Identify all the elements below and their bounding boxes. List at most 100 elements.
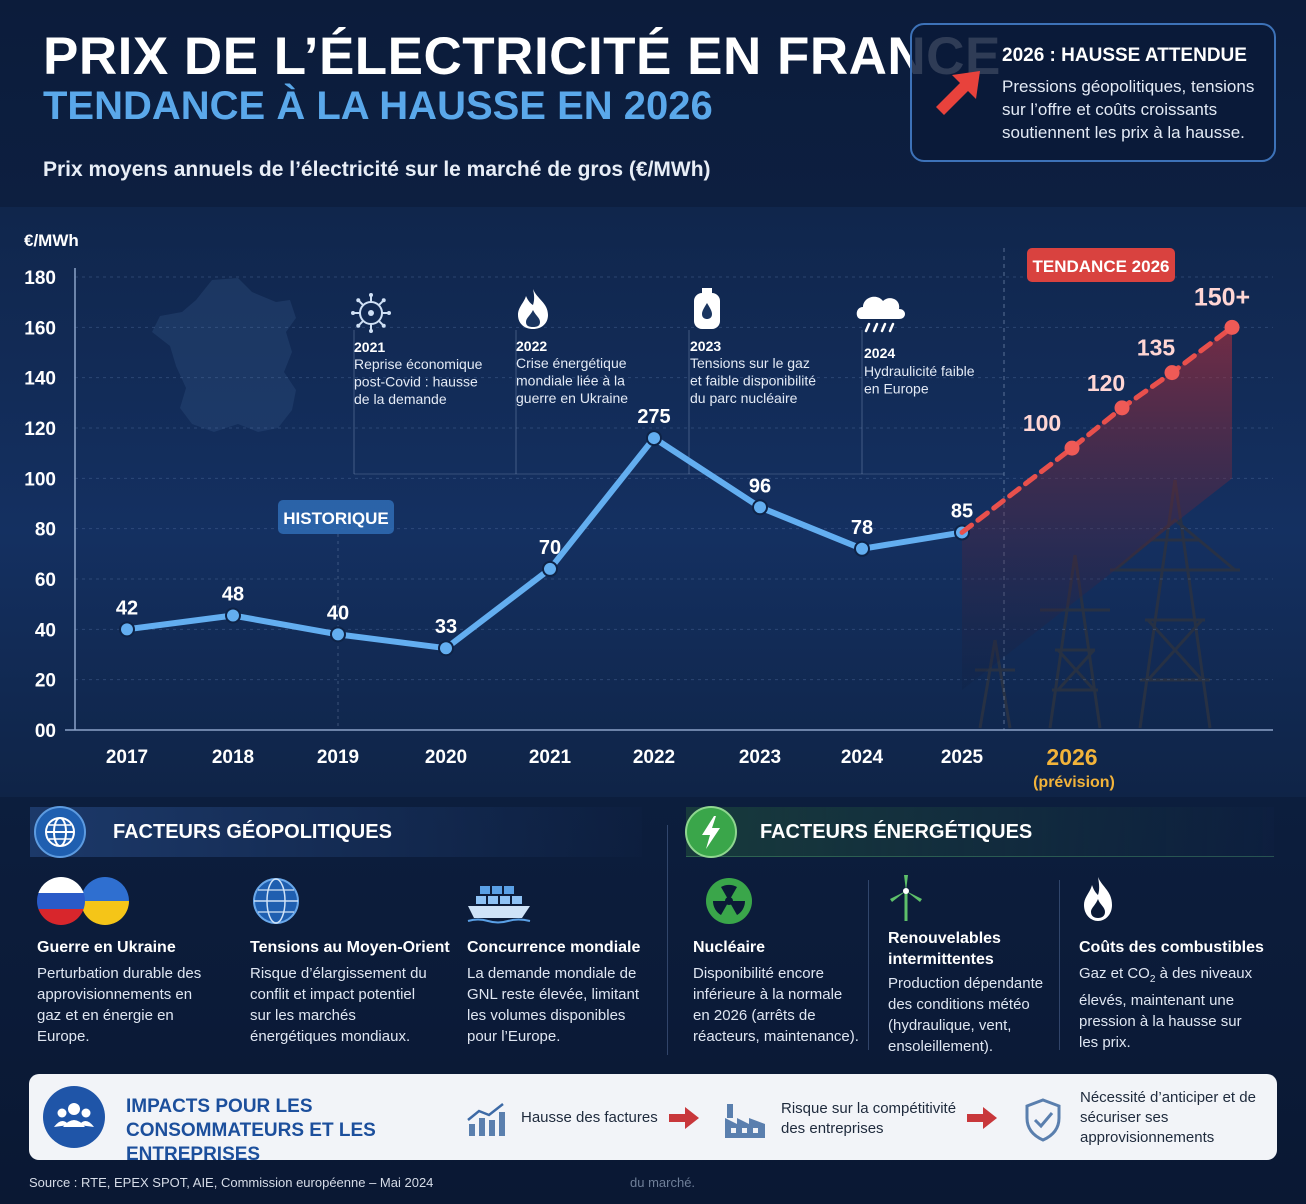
historical-point-2024	[854, 540, 870, 557]
x-tick-label-2026: 2026	[1046, 744, 1097, 770]
wind-turbine-icon	[890, 875, 922, 921]
factor-title-middle-east: Tensions au Moyen-Orient	[250, 939, 450, 956]
annotation-text: Hydraulicité faible	[864, 363, 975, 379]
historical-point-2017	[119, 621, 135, 638]
historique-badge: HISTORIQUE	[278, 500, 394, 534]
annotation-year: 2022	[516, 338, 547, 354]
factor-title-fuel-costs: Coûts des combustibles	[1079, 939, 1264, 956]
data-label-2023: 96	[749, 475, 771, 497]
globe-icon	[34, 806, 86, 858]
historical-point-2019	[330, 626, 346, 643]
lightning-icon	[685, 806, 737, 858]
data-label-2025: 85	[951, 500, 973, 522]
forecast-label: 100	[1023, 410, 1061, 436]
historical-point-2022	[646, 430, 662, 447]
data-label-2018: 48	[222, 583, 244, 605]
factor-text-ukraine: Perturbation durable des approvisionneme…	[37, 965, 202, 1045]
data-label-2020: 33	[435, 616, 457, 638]
energy-section-header	[686, 807, 1274, 857]
annotation-text: Tensions sur le gaz	[690, 355, 810, 371]
historical-point-2020	[438, 640, 454, 657]
forecast-point	[1164, 365, 1180, 381]
forecast-label: 135	[1137, 335, 1176, 361]
x-tick-label-2020: 2020	[425, 747, 467, 768]
annotation-year: 2024	[864, 345, 895, 361]
forecast-alert-box: 2026 : HAUSSE ATTENDUE Pressions géopoli…	[910, 23, 1276, 162]
flags-russia-ukraine-icon	[37, 877, 129, 925]
y-tick-label: 60	[35, 570, 56, 591]
impact-text-anticipate: Nécessité d’anticiper et de sécuriser se…	[1080, 1089, 1256, 1146]
forecast-note-label: (prévision)	[1033, 774, 1115, 791]
x-tick-label-2021: 2021	[529, 747, 572, 768]
factor-title-renewables: Renouvelables intermittentes	[888, 930, 1001, 968]
data-label-2024: 78	[851, 517, 873, 539]
arrow-right-icon	[967, 1107, 997, 1129]
forecast-point	[1064, 440, 1080, 456]
factor-text-middle-east: Risque d’élargissement du conflit et imp…	[250, 965, 427, 1045]
forecast-point	[1114, 400, 1130, 416]
nuclear-icon	[706, 878, 752, 924]
y-axis: 00 20 40 60 80 100 120 140 160 180 €/MWh	[24, 231, 79, 742]
chart-subtitle: Prix moyens annuels de l’électricité sur…	[43, 158, 711, 181]
shield-check-icon	[1025, 1098, 1061, 1142]
flame-icon	[1084, 877, 1112, 921]
data-label-2022: 275	[637, 406, 670, 428]
y-tick-label: 20	[35, 671, 56, 692]
data-label-2017: 42	[116, 597, 138, 619]
impacts-bar: IMPACTS POUR LES CONSOMMATEURS ET LES EN…	[29, 1074, 1277, 1165]
y-tick-label: 140	[24, 369, 56, 390]
source-note-faded: du marché.	[630, 1175, 696, 1190]
people-group-icon	[43, 1086, 105, 1148]
factor-divider-2	[1059, 880, 1060, 1050]
france-map-silhouette	[152, 278, 296, 432]
rain-cloud-icon	[856, 296, 905, 333]
impact-text-bills: Hausse des factures	[521, 1109, 658, 1126]
y-tick-label: 160	[24, 318, 56, 339]
section-divider	[667, 825, 668, 1055]
forecast-label: 120	[1087, 370, 1125, 396]
annotation-2024: 2024 Hydraulicité faible en Europe	[856, 296, 975, 397]
forecast-label: 150+	[1194, 283, 1250, 311]
source-note: Source : RTE, EPEX SPOT, AIE, Commission…	[29, 1175, 434, 1190]
annotation-text: post-Covid : hausse	[354, 374, 478, 390]
y-axis-unit-label: €/MWh	[24, 231, 79, 250]
arrow-right-icon	[669, 1107, 699, 1129]
factor-text-nuclear: Disponibilité encore inférieure à la nor…	[693, 965, 859, 1045]
y-tick-label: 00	[35, 721, 56, 742]
tendance-badge: TENDANCE 2026	[1027, 248, 1175, 282]
factor-title-ukraine: Guerre en Ukraine	[37, 939, 176, 956]
y-tick-label: 120	[24, 419, 56, 440]
annotation-text: guerre en Ukraine	[516, 390, 628, 406]
alert-title: 2026 : HAUSSE ATTENDUE	[1002, 45, 1247, 66]
x-tick-label-2024: 2024	[841, 747, 884, 768]
x-tick-label-2023: 2023	[739, 747, 781, 768]
annotation-year: 2021	[354, 339, 385, 355]
virus-icon	[351, 293, 391, 333]
impacts-title: IMPACTS POUR LES CONSOMMATEURS ET LES EN…	[126, 1096, 376, 1165]
annotation-text: Crise énergétique	[516, 355, 627, 371]
historical-point-2018	[225, 607, 241, 624]
x-tick-label-2019: 2019	[317, 747, 359, 768]
chart-series	[119, 319, 1240, 657]
historical-point-2021	[542, 560, 558, 577]
page-title: PRIX DE L’ÉLECTRICITÉ EN FRANCE	[43, 27, 1001, 86]
factory-icon	[725, 1104, 765, 1138]
y-tick-label: 180	[24, 268, 56, 289]
annotation-text: de la demande	[354, 391, 447, 407]
factor-text-renewables: Production dépendante des conditions mét…	[888, 975, 1044, 1055]
annotation-text: du parc nucléaire	[690, 390, 798, 406]
forecast-fill	[962, 327, 1232, 690]
x-tick-label-2017: 2017	[106, 747, 148, 768]
page-subtitle: TENDANCE À LA HAUSSE EN 2026	[43, 84, 713, 128]
forecast-area	[962, 327, 1232, 690]
annotation-text: Reprise économique	[354, 356, 483, 372]
factor-title-competition: Concurrence mondiale	[467, 939, 641, 956]
y-tick-label: 80	[35, 520, 56, 541]
globe-network-icon	[253, 878, 299, 924]
tendance-label: TENDANCE 2026	[1033, 257, 1170, 276]
